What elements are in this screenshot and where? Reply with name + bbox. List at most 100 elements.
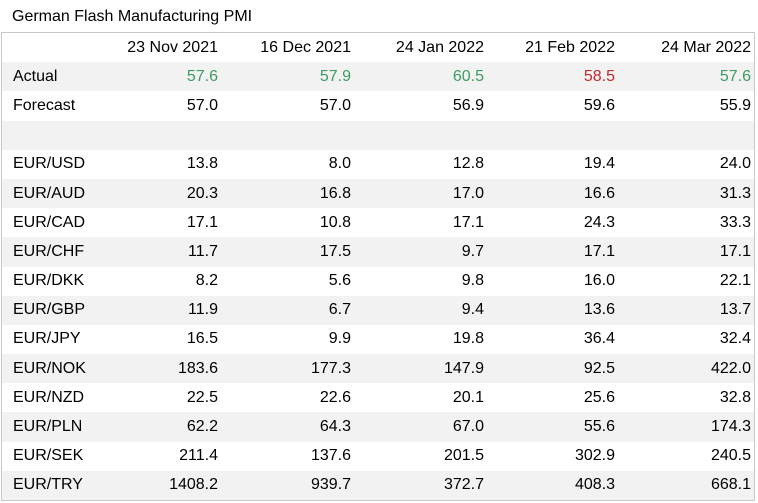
value-cell: 20.3: [99, 178, 221, 209]
row-label: EUR/AUD: [2, 178, 99, 209]
value-cell: 22.1: [719, 272, 751, 290]
value-cell: 174.3: [618, 412, 754, 442]
value-cell: 57.6: [618, 62, 754, 92]
table-title: German Flash Manufacturing PMI: [12, 8, 253, 25]
value-cell: 5.6: [328, 272, 351, 290]
column-header: 24 Mar 2022: [661, 38, 751, 56]
value-cell: 22.5: [186, 388, 218, 406]
row-label: EUR/GBP: [2, 295, 99, 325]
table-row: EUR/CHF 11.7 17.5 9.7 17.1 17.1: [2, 237, 754, 267]
row-label: EUR/NZD: [13, 388, 85, 406]
value-cell: 55.6: [487, 412, 618, 442]
row-label: EUR/USD: [13, 155, 86, 173]
value-cell: 17.1: [452, 213, 484, 231]
table-row: EUR/USD 13.8 8.0 12.8 19.4 24.0: [2, 150, 754, 179]
value-cell: 25.6: [583, 388, 615, 406]
value-cell: 36.4: [583, 330, 615, 348]
value-cell: 11.9: [99, 295, 221, 325]
value-cell: 57.9: [221, 62, 354, 92]
value-cell: 201.5: [443, 447, 484, 465]
row-label: EUR/SEK: [13, 447, 84, 465]
value-cell: 211.4: [179, 447, 218, 465]
table-row: EUR/CAD 17.1 10.8 17.1 24.3 33.3: [2, 208, 754, 237]
value-cell: 16.5: [186, 330, 218, 348]
row-label: EUR/TRY: [2, 470, 99, 500]
value-cell: [221, 120, 354, 150]
header-row: 23 Nov 2021 16 Dec 2021 24 Jan 2022 21 F…: [2, 33, 754, 62]
value-cell: 12.8: [452, 155, 484, 173]
value-cell: 24.0: [719, 155, 751, 173]
table-body: Actual 57.6 57.9 60.5 58.5 57.6 Forecast 57.0 57…: [2, 62, 754, 500]
column-header: 24 Jan 2022: [395, 38, 484, 56]
column-header: 21 Feb 2022: [525, 38, 615, 56]
value-cell: 302.9: [574, 447, 615, 465]
value-cell: 20.1: [452, 388, 484, 406]
row-label: Forecast: [13, 96, 76, 114]
value-cell: 64.3: [221, 412, 354, 442]
value-cell: 55.9: [719, 96, 751, 114]
value-cell: 22.6: [319, 388, 351, 406]
value-cell: [487, 120, 618, 150]
value-cell: [354, 120, 487, 150]
value-cell: 9.7: [354, 237, 487, 267]
table-row: EUR/TRY 1408.2 939.7 372.7 408.3 668.1: [2, 470, 754, 500]
value-cell: 19.4: [583, 155, 615, 173]
value-cell: 372.7: [354, 470, 487, 500]
value-cell: [618, 120, 754, 150]
value-cell: 32.4: [719, 330, 751, 348]
pmi-table: 23 Nov 2021 16 Dec 2021 24 Jan 2022 21 F…: [2, 33, 754, 500]
value-cell: 422.0: [618, 354, 754, 384]
value-cell: 57.6: [99, 62, 221, 92]
table-row: EUR/AUD 20.3 16.8 17.0 16.6 31.3: [2, 178, 754, 209]
row-label: EUR/PLN: [2, 412, 99, 442]
value-cell: 177.3: [221, 354, 354, 384]
table-row: EUR/PLN 62.2 64.3 67.0 55.6 174.3: [2, 412, 754, 442]
value-cell: 16.8: [221, 178, 354, 209]
value-cell: 57.0: [186, 96, 218, 114]
value-cell: 33.3: [719, 213, 751, 231]
value-cell: 1408.2: [99, 470, 221, 500]
value-cell: 13.7: [618, 295, 754, 325]
value-cell: 67.0: [354, 412, 487, 442]
value-cell: 137.6: [310, 447, 351, 465]
table-row: Forecast 57.0 57.0 56.9 59.6 55.9: [2, 91, 754, 120]
column-header: 16 Dec 2021: [260, 38, 351, 56]
row-label: EUR/JPY: [13, 330, 81, 348]
value-cell: 17.1: [487, 237, 618, 267]
row-label: EUR/DKK: [13, 272, 85, 290]
value-cell: 10.8: [319, 213, 351, 231]
table-row: [2, 120, 754, 150]
value-cell: 183.6: [99, 354, 221, 384]
value-cell: 17.1: [618, 237, 754, 267]
value-cell: 11.7: [99, 237, 221, 267]
value-cell: 17.0: [354, 178, 487, 209]
value-cell: 19.8: [452, 330, 484, 348]
value-cell: 57.0: [319, 96, 351, 114]
value-cell: 6.7: [221, 295, 354, 325]
value-cell: 92.5: [487, 354, 618, 384]
value-cell: 60.5: [354, 62, 487, 92]
value-cell: 13.6: [487, 295, 618, 325]
value-cell: [99, 120, 221, 150]
value-cell: 147.9: [354, 354, 487, 384]
value-cell: 62.2: [99, 412, 221, 442]
table-row: EUR/NZD 22.5 22.6 20.1 25.6 32.8: [2, 383, 754, 412]
value-cell: 13.8: [186, 155, 218, 173]
value-cell: 408.3: [487, 470, 618, 500]
value-cell: 9.9: [328, 330, 351, 348]
table-row: EUR/GBP 11.9 6.7 9.4 13.6 13.7: [2, 295, 754, 325]
value-cell: 59.6: [583, 96, 615, 114]
header-corner-cell: [2, 33, 99, 62]
value-cell: 8.0: [328, 155, 351, 173]
value-cell: 9.4: [354, 295, 487, 325]
table-row: EUR/DKK 8.2 5.6 9.8 16.0 22.1: [2, 267, 754, 296]
value-cell: 17.5: [221, 237, 354, 267]
value-cell: 24.3: [583, 213, 615, 231]
value-cell: 240.5: [710, 447, 751, 465]
column-header: 23 Nov 2021: [127, 38, 218, 56]
value-cell: 668.1: [618, 470, 754, 500]
value-cell: 939.7: [221, 470, 354, 500]
value-cell: 58.5: [487, 62, 618, 92]
value-cell: 32.8: [719, 388, 751, 406]
value-cell: 56.9: [452, 96, 484, 114]
